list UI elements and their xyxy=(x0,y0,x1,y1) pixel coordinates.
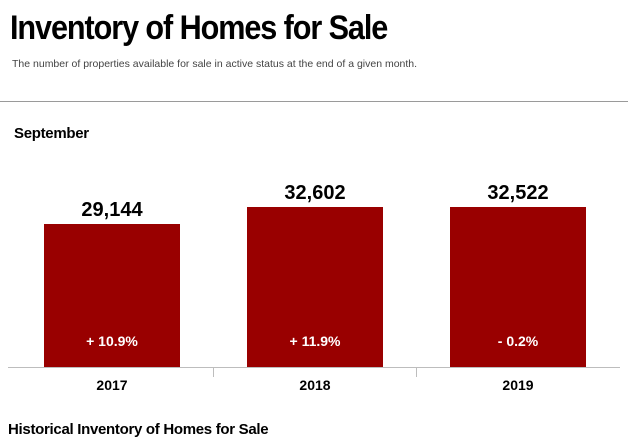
bar-2017 xyxy=(44,224,180,367)
change-label-2018: + 11.9% xyxy=(290,333,342,349)
category-label-2018: 2018 xyxy=(299,377,330,393)
value-label-2017: 29,144 xyxy=(81,199,143,221)
change-label-2017: + 10.9% xyxy=(86,333,138,349)
bar-2018 xyxy=(247,207,383,367)
bar-2019 xyxy=(450,207,586,367)
category-label-2017: 2017 xyxy=(96,377,127,393)
historical-section-title: Historical Inventory of Homes for Sale xyxy=(8,421,269,438)
value-label-2018: 32,602 xyxy=(284,182,345,204)
value-label-2019: 32,522 xyxy=(487,182,548,204)
change-label-2019: - 0.2% xyxy=(498,333,539,349)
page-title: Inventory of Homes for Sale xyxy=(10,9,388,47)
chart-title: September xyxy=(14,125,89,142)
divider xyxy=(0,101,628,102)
page-subtitle: The number of properties available for s… xyxy=(12,58,418,70)
category-label-2019: 2019 xyxy=(502,377,533,393)
